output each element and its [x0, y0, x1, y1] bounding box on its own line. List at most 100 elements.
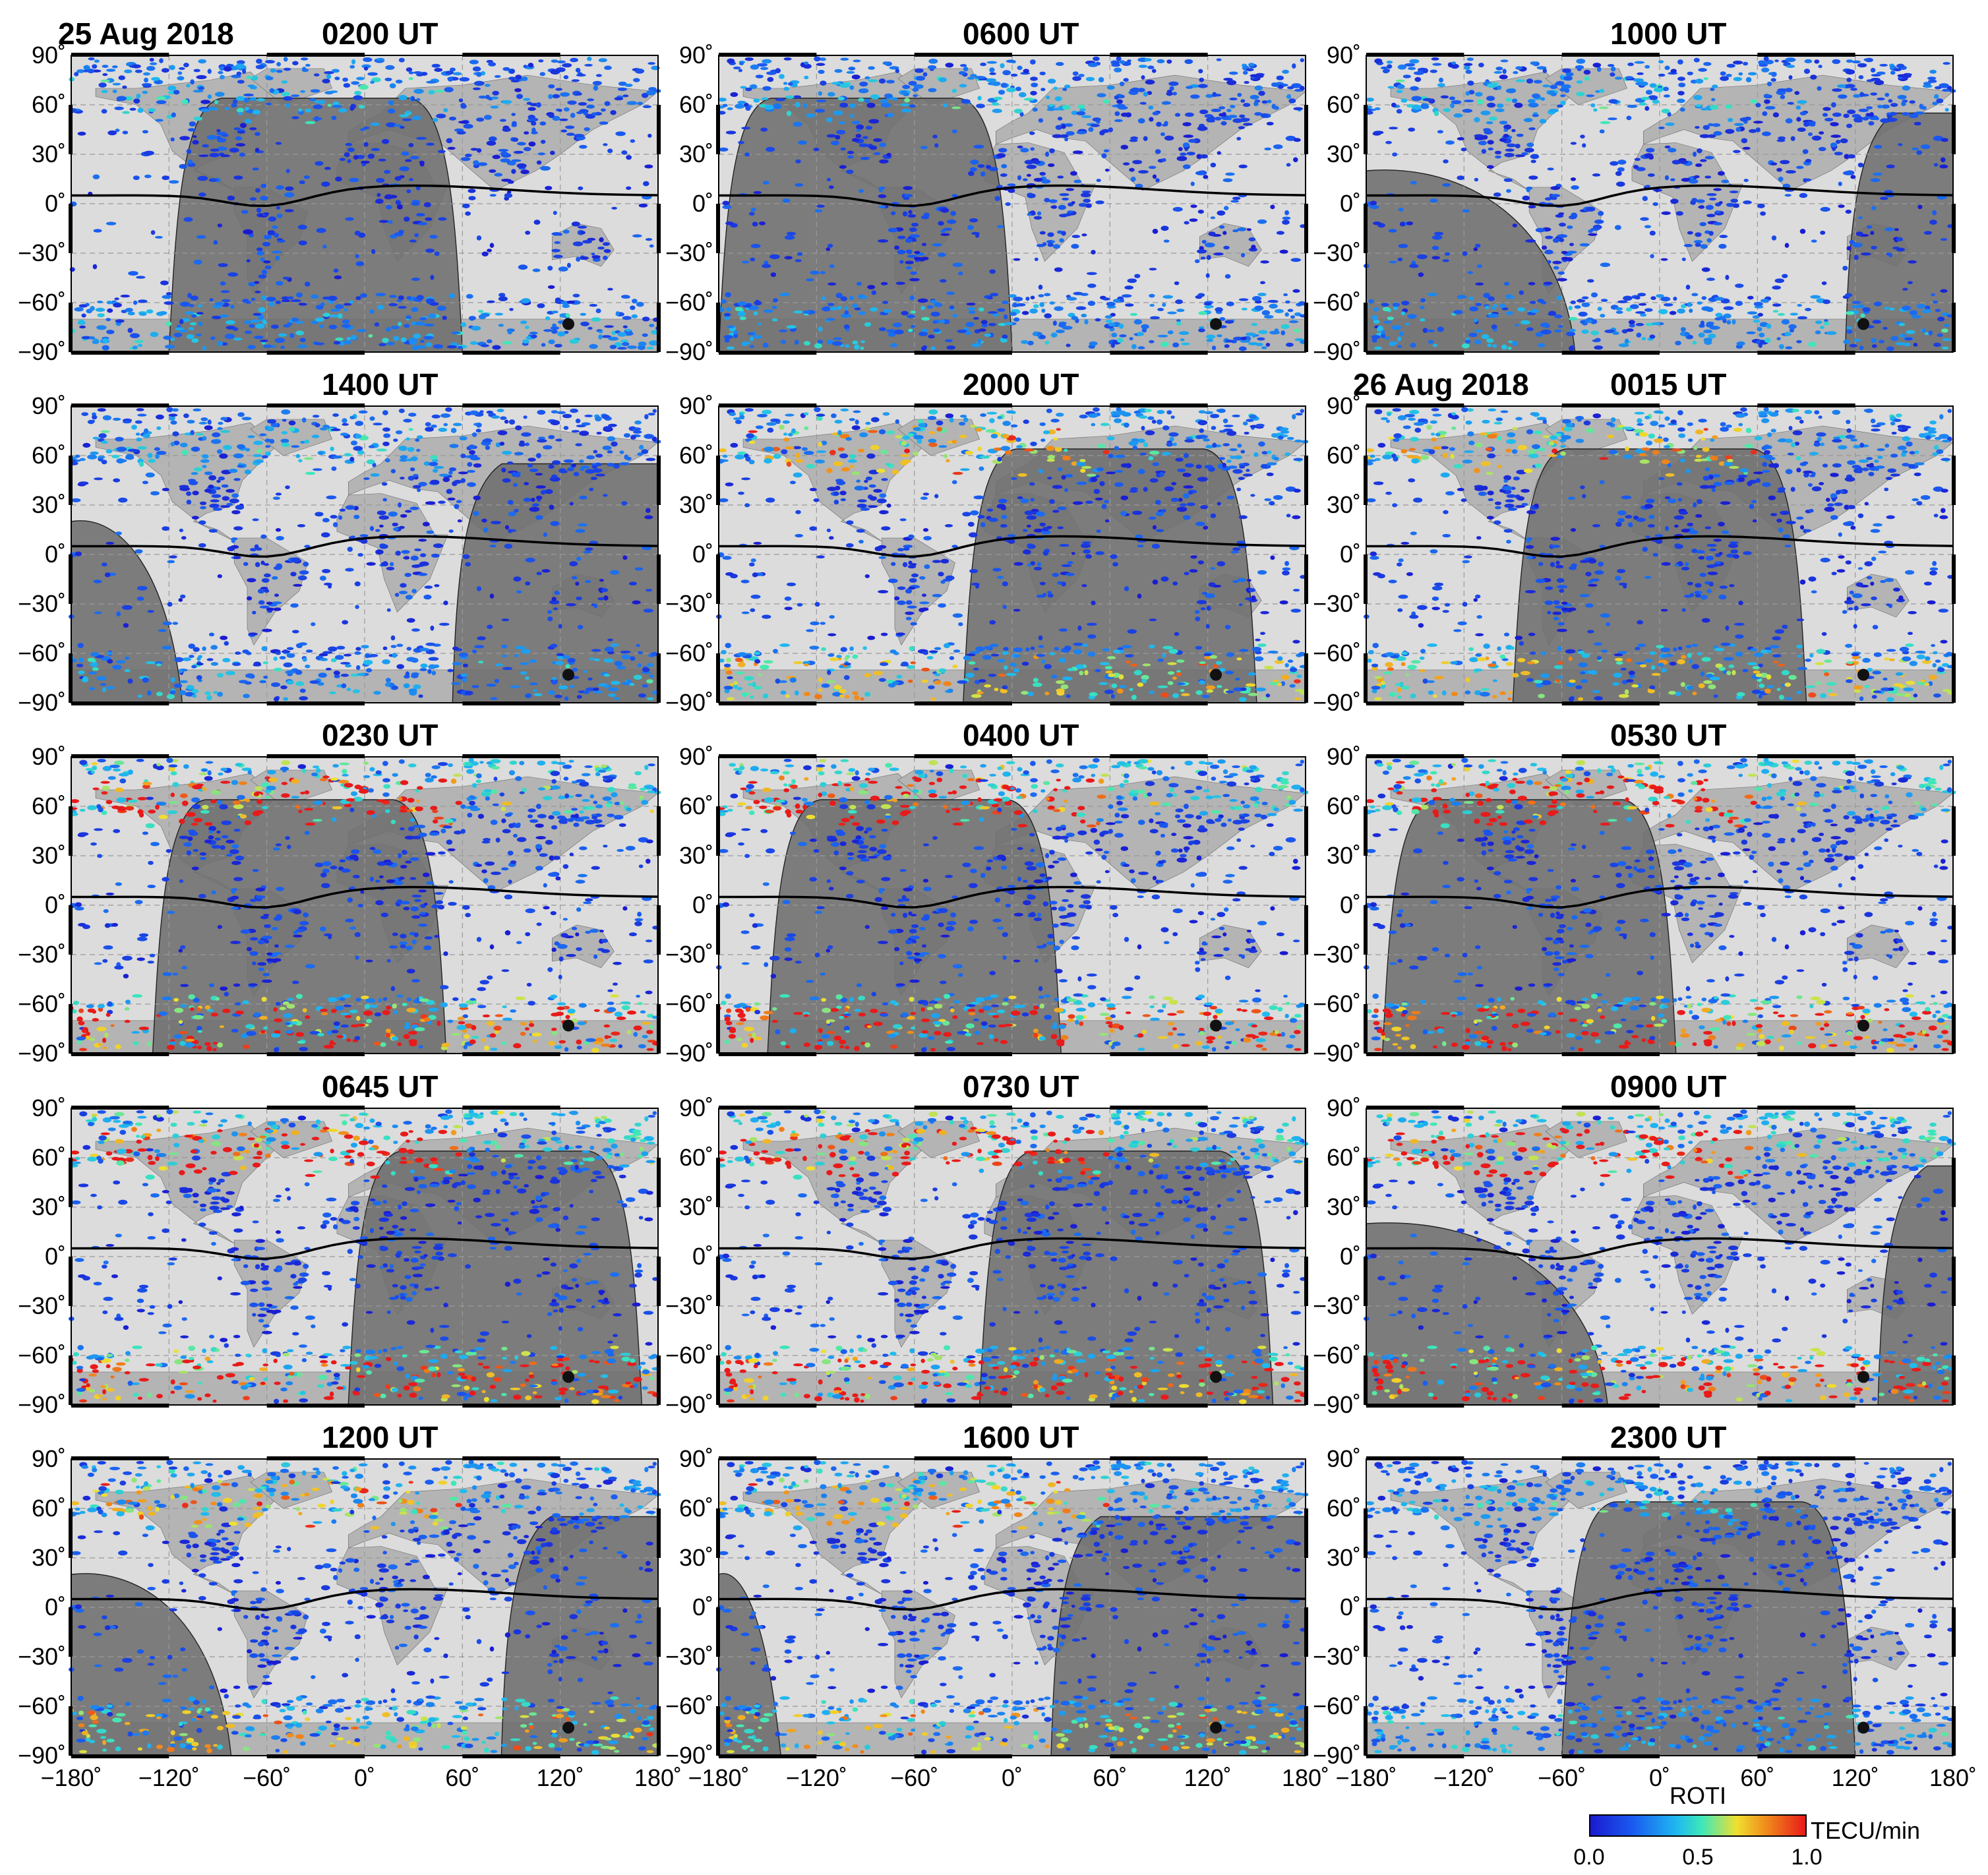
- roti-sample-point: [1419, 318, 1426, 322]
- roti-sample-point: [1370, 205, 1379, 210]
- roti-sample-point: [1770, 162, 1778, 166]
- roti-sample-point: [1090, 124, 1100, 127]
- roti-sample-point: [1695, 163, 1702, 167]
- roti-sample-point: [186, 491, 192, 496]
- roti-sample-point: [1743, 179, 1749, 183]
- roti-sample-point: [1838, 181, 1842, 187]
- roti-sample-point: [1726, 74, 1732, 77]
- roti-sample-point: [512, 137, 519, 142]
- roti-sample-point: [377, 510, 386, 516]
- roti-sample-point: [531, 127, 536, 133]
- roti-sample-point: [376, 448, 387, 452]
- roti-sample-point: [1410, 181, 1417, 185]
- roti-sample-point: [1805, 159, 1812, 163]
- roti-sample-point: [189, 304, 195, 307]
- roti-sample-point: [210, 662, 219, 666]
- roti-sample-point: [1444, 252, 1451, 256]
- roti-sample-point: [1681, 257, 1686, 261]
- roti-sample-point: [328, 691, 336, 694]
- roti-sample-point: [1495, 108, 1505, 113]
- roti-sample-point: [630, 305, 636, 311]
- roti-sample-point: [406, 296, 412, 300]
- roti-sample-point: [1030, 295, 1035, 300]
- roti-sample-point: [454, 479, 462, 484]
- roti-sample-point: [609, 345, 617, 349]
- roti-sample-point: [569, 561, 578, 566]
- roti-sample-point: [438, 473, 449, 477]
- roti-sample-point: [1475, 282, 1484, 286]
- roti-sample-point: [554, 343, 562, 347]
- roti-sample-point: [970, 510, 979, 516]
- roti-sample-point: [1246, 332, 1256, 336]
- roti-sample-point: [1615, 307, 1623, 311]
- roti-sample-point: [584, 690, 590, 694]
- roti-sample-point: [303, 175, 310, 179]
- roti-sample-point: [1017, 65, 1023, 71]
- roti-sample-point: [1590, 292, 1598, 298]
- roti-sample-point: [1006, 410, 1015, 414]
- roti-sample-point: [1542, 84, 1550, 88]
- roti-sample-point: [1887, 117, 1897, 123]
- roti-sample-point: [607, 638, 613, 641]
- roti-sample-point: [646, 90, 656, 96]
- roti-sample-point: [1718, 201, 1723, 204]
- roti-sample-point: [905, 266, 912, 270]
- roti-sample-point: [570, 408, 578, 413]
- roti-sample-point: [1030, 59, 1036, 65]
- roti-sample-point: [1811, 239, 1817, 243]
- roti-sample-point: [723, 686, 733, 690]
- roti-sample-point: [310, 294, 319, 299]
- frame-segment: [719, 351, 817, 355]
- roti-sample-point: [420, 553, 427, 558]
- roti-sample-point: [1223, 78, 1233, 81]
- roti-sample-point: [1725, 274, 1730, 280]
- roti-sample-point: [641, 92, 649, 98]
- roti-sample-point: [1270, 204, 1275, 210]
- roti-sample-point: [1271, 433, 1279, 438]
- roti-sample-point: [980, 62, 986, 67]
- roti-sample-point: [468, 444, 475, 450]
- roti-sample-point: [638, 651, 643, 655]
- roti-sample-point: [1846, 326, 1852, 330]
- roti-sample-point: [1190, 94, 1200, 99]
- roti-sample-point: [793, 311, 803, 314]
- roti-sample-point: [1057, 175, 1064, 179]
- roti-sample-point: [1709, 197, 1717, 201]
- roti-sample-point: [1102, 450, 1110, 454]
- roti-sample-point: [495, 312, 504, 316]
- roti-sample-point: [944, 339, 953, 343]
- roti-sample-point: [476, 72, 482, 77]
- roti-sample-point: [1698, 68, 1707, 72]
- roti-sample-point: [252, 167, 259, 171]
- roti-sample-point: [551, 232, 562, 236]
- roti-sample-point: [1119, 299, 1125, 303]
- roti-sample-point: [487, 300, 495, 303]
- roti-sample-point: [286, 296, 294, 300]
- roti-sample-point: [1414, 71, 1424, 75]
- roti-sample-point: [880, 282, 888, 285]
- roti-sample-point: [426, 142, 435, 146]
- roti-sample-point: [614, 342, 622, 347]
- roti-sample-point: [1937, 316, 1945, 322]
- roti-sample-point: [1654, 87, 1664, 92]
- roti-sample-point: [1790, 312, 1799, 316]
- roti-sample-point: [993, 96, 1003, 100]
- roti-sample-point: [575, 67, 581, 73]
- roti-sample-point: [350, 535, 355, 539]
- roti-sample-point: [1151, 419, 1157, 424]
- roti-sample-point: [1161, 508, 1166, 513]
- roti-sample-point: [780, 340, 787, 344]
- roti-sample-point: [215, 92, 225, 97]
- roti-sample-point: [1576, 59, 1586, 64]
- roti-sample-point: [1217, 502, 1221, 506]
- roti-sample-point: [513, 150, 524, 154]
- roti-sample-point: [965, 331, 972, 335]
- frame-segment: [462, 701, 560, 705]
- roti-sample-point: [233, 175, 243, 180]
- roti-sample-point: [1803, 121, 1809, 127]
- roti-sample-point: [107, 130, 117, 136]
- roti-sample-point: [1228, 71, 1238, 75]
- roti-sample-point: [560, 92, 570, 97]
- roti-sample-point: [156, 426, 162, 431]
- roti-sample-point: [737, 100, 746, 104]
